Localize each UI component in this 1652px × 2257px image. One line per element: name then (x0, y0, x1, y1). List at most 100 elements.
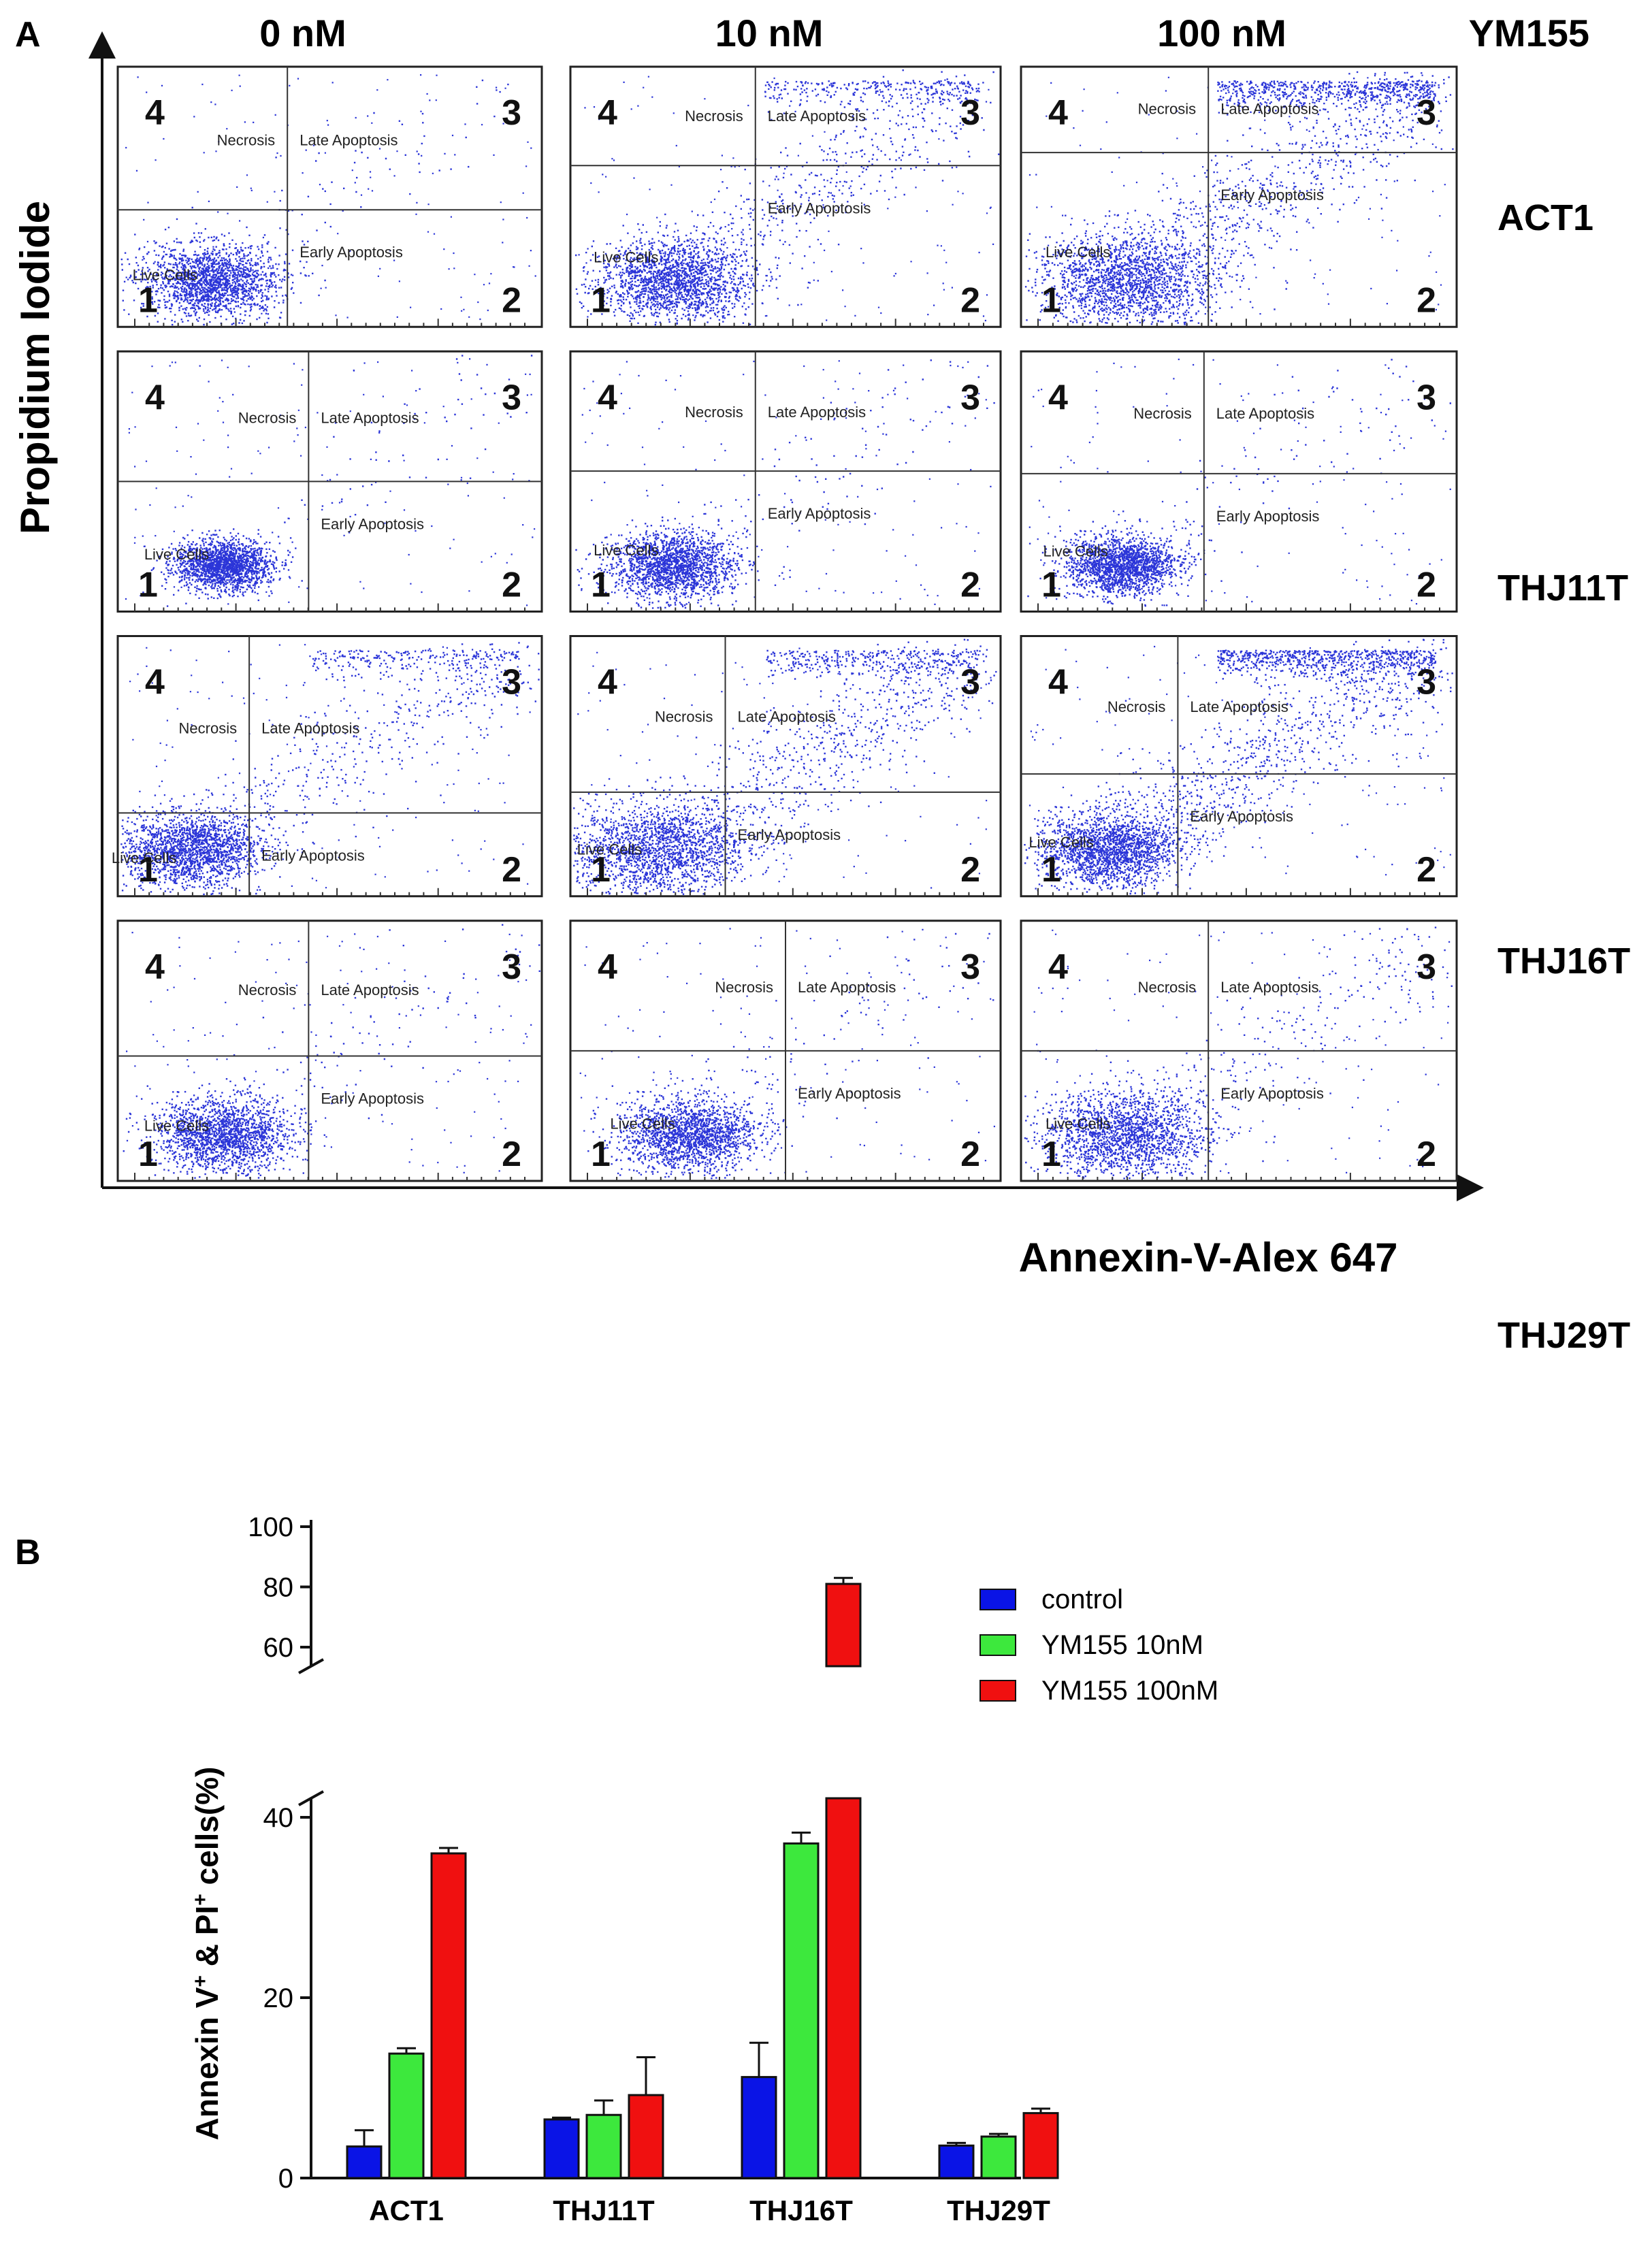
quadrant-number: 3 (1416, 947, 1436, 987)
row-label-thj11t: THJ11T (1497, 568, 1628, 608)
y-axis-label-propidium-iodide: Propidium Iodide (12, 201, 58, 534)
scatter-plot-r2-c3: 4 3 1 2 Necrosis Late Apoptosis Early Apoptosi… (1020, 350, 1458, 613)
quadrant-number: 1 (138, 1135, 158, 1174)
event-dots (120, 74, 536, 326)
quadrant-number: 1 (591, 566, 611, 605)
scatter-plot-r4-c1: 4 3 1 2 Necrosis Late Apoptosis Early Apoptosi… (116, 920, 543, 1182)
quadrant-label: Live Cells (594, 248, 658, 265)
x-tick-label-thj11t: THJ11T (553, 2194, 655, 2226)
scatter-plot-r3-c1: 4 3 1 2 Necrosis Late Apoptosis Early Apoptosi… (112, 635, 543, 898)
ylabel-sup-1: + (189, 1975, 212, 1987)
y-tick-label: 0 (278, 2164, 293, 2194)
legend-swatch-ym155-100nm (979, 1680, 1016, 1702)
quadrant-number: 3 (1416, 378, 1436, 417)
bar-thj11t-0 (543, 2116, 580, 2179)
plot-frame (569, 635, 1002, 898)
scatter-plot-r2-c1: 4 3 1 2 Necrosis Late Apoptosis Early Apoptosi… (116, 350, 543, 613)
panel-b-label: B (15, 1533, 41, 1572)
axis-ticks (587, 603, 984, 612)
flow-cytometry-grid: 4 3 1 2 Necrosis Late Apoptosis Early Apoptosi… (112, 65, 1458, 1182)
col-header-100nm: 100 nM (1157, 12, 1286, 54)
quadrant-label: Necrosis (238, 409, 297, 426)
quadrant-number: 1 (138, 280, 158, 320)
treatment-label: YM155 (1469, 12, 1589, 54)
bar-thj29t-1 (980, 2132, 1017, 2179)
quadrant-label: Late Apoptosis (1220, 979, 1318, 996)
quadrant-number: 3 (960, 947, 980, 987)
bar-act1-0 (346, 2129, 383, 2179)
quadrant-label: Necrosis (685, 108, 743, 125)
event-dots (125, 355, 536, 607)
quadrant-label: Live Cells (144, 1118, 209, 1135)
bar-rect (388, 2052, 425, 2179)
quadrant-number: 1 (591, 850, 611, 890)
axis-ticks (1037, 319, 1440, 327)
y-axis-label-annexin-pi: Annexin V+ & PI+ cells(%) (189, 1767, 225, 2141)
quadrant-label: Late Apoptosis (321, 409, 419, 426)
bar-rect (543, 2118, 580, 2179)
bar-rect (430, 1852, 467, 2179)
axis-ticks (134, 1173, 525, 1181)
scatter-plot-r1-c3: 4 3 1 2 Necrosis Late Apoptosis Early Apoptosi… (1020, 65, 1458, 328)
quadrant-number: 2 (1416, 1135, 1436, 1174)
quadrant-label: Live Cells (1043, 542, 1107, 559)
plot-frame (1020, 350, 1458, 613)
bar-thj29t-0 (938, 2141, 975, 2179)
legend-label-ym155-10nm: YM155 10nM (1041, 1630, 1203, 1660)
ylabel-part-b: & PI (189, 1906, 225, 1975)
quadrant-number: 2 (960, 566, 980, 605)
scatter-plot-r3-c3: 4 3 1 2 Necrosis Late Apoptosis Early Apoptosi… (1020, 635, 1458, 898)
ylabel-part-c: cells(%) (189, 1767, 225, 1894)
quadrant-number: 4 (145, 947, 165, 987)
y-tick-label: 20 (263, 1983, 294, 2013)
quadrant-number: 4 (1048, 378, 1068, 417)
axis-ticks (587, 319, 984, 327)
legend-label-ym155-100nm: YM155 100nM (1041, 1676, 1218, 1706)
quadrant-number: 2 (502, 1135, 521, 1174)
plot-frame (116, 920, 543, 1182)
axis-ticks (1037, 1173, 1440, 1181)
x-tick-label-thj29t: THJ29T (947, 2194, 1050, 2226)
row-label-thj16t: THJ16T (1497, 941, 1630, 981)
event-dots (1024, 71, 1454, 326)
quadrant-label: Early Apoptosis (1220, 1085, 1324, 1102)
quadrant-label: Necrosis (238, 981, 297, 998)
row-label-act1: ACT1 (1497, 197, 1593, 238)
quadrant-number: 3 (502, 947, 521, 987)
quadrant-number: 2 (960, 1135, 980, 1174)
quadrant-label: Early Apoptosis (1216, 508, 1320, 525)
row-label-thj29t: THJ29T (1497, 1315, 1630, 1356)
bar-rect (741, 2076, 777, 2179)
quadrant-number: 4 (598, 663, 617, 702)
plot-frame (569, 350, 1002, 613)
quadrant-label: Late Apoptosis (1216, 405, 1314, 422)
quadrant-label: Late Apoptosis (768, 404, 866, 421)
quadrant-label: Early Apoptosis (321, 1090, 424, 1107)
bar-act1-1 (388, 2047, 425, 2179)
bar-rect (938, 2144, 975, 2179)
quadrant-number: 3 (960, 93, 980, 133)
bar-thj29t-2 (1022, 2107, 1059, 2179)
axis-break-mark (298, 1658, 324, 1674)
quadrant-number: 1 (1041, 566, 1061, 605)
bar-rect (783, 1842, 820, 2179)
quadrant-label: Late Apoptosis (261, 719, 359, 736)
quadrant-label: Late Apoptosis (768, 108, 866, 125)
quadrant-label: Necrosis (655, 709, 713, 726)
y-tick-label: 60 (263, 1633, 294, 1663)
bar-rect (628, 2094, 664, 2179)
scatter-plot-r2-c2: 4 3 1 2 Necrosis Late Apoptosis Early Apoptosi… (569, 350, 1002, 613)
bar-rect (1022, 2112, 1059, 2179)
quadrant-label: Late Apoptosis (321, 981, 419, 998)
axis-ticks (587, 888, 984, 896)
quadrant-label: Early Apoptosis (738, 826, 841, 843)
quadrant-number: 1 (1041, 280, 1061, 320)
quadrant-label: Live Cells (610, 1116, 675, 1133)
quadrant-number: 2 (960, 850, 980, 890)
quadrant-label: Live Cells (112, 849, 176, 866)
quadrant-number: 1 (1041, 850, 1061, 890)
quadrant-label: Necrosis (179, 719, 238, 736)
quadrant-label: Necrosis (1138, 100, 1197, 117)
quadrant-number: 4 (1048, 93, 1068, 133)
x-tick-label-act1: ACT1 (369, 2194, 444, 2226)
